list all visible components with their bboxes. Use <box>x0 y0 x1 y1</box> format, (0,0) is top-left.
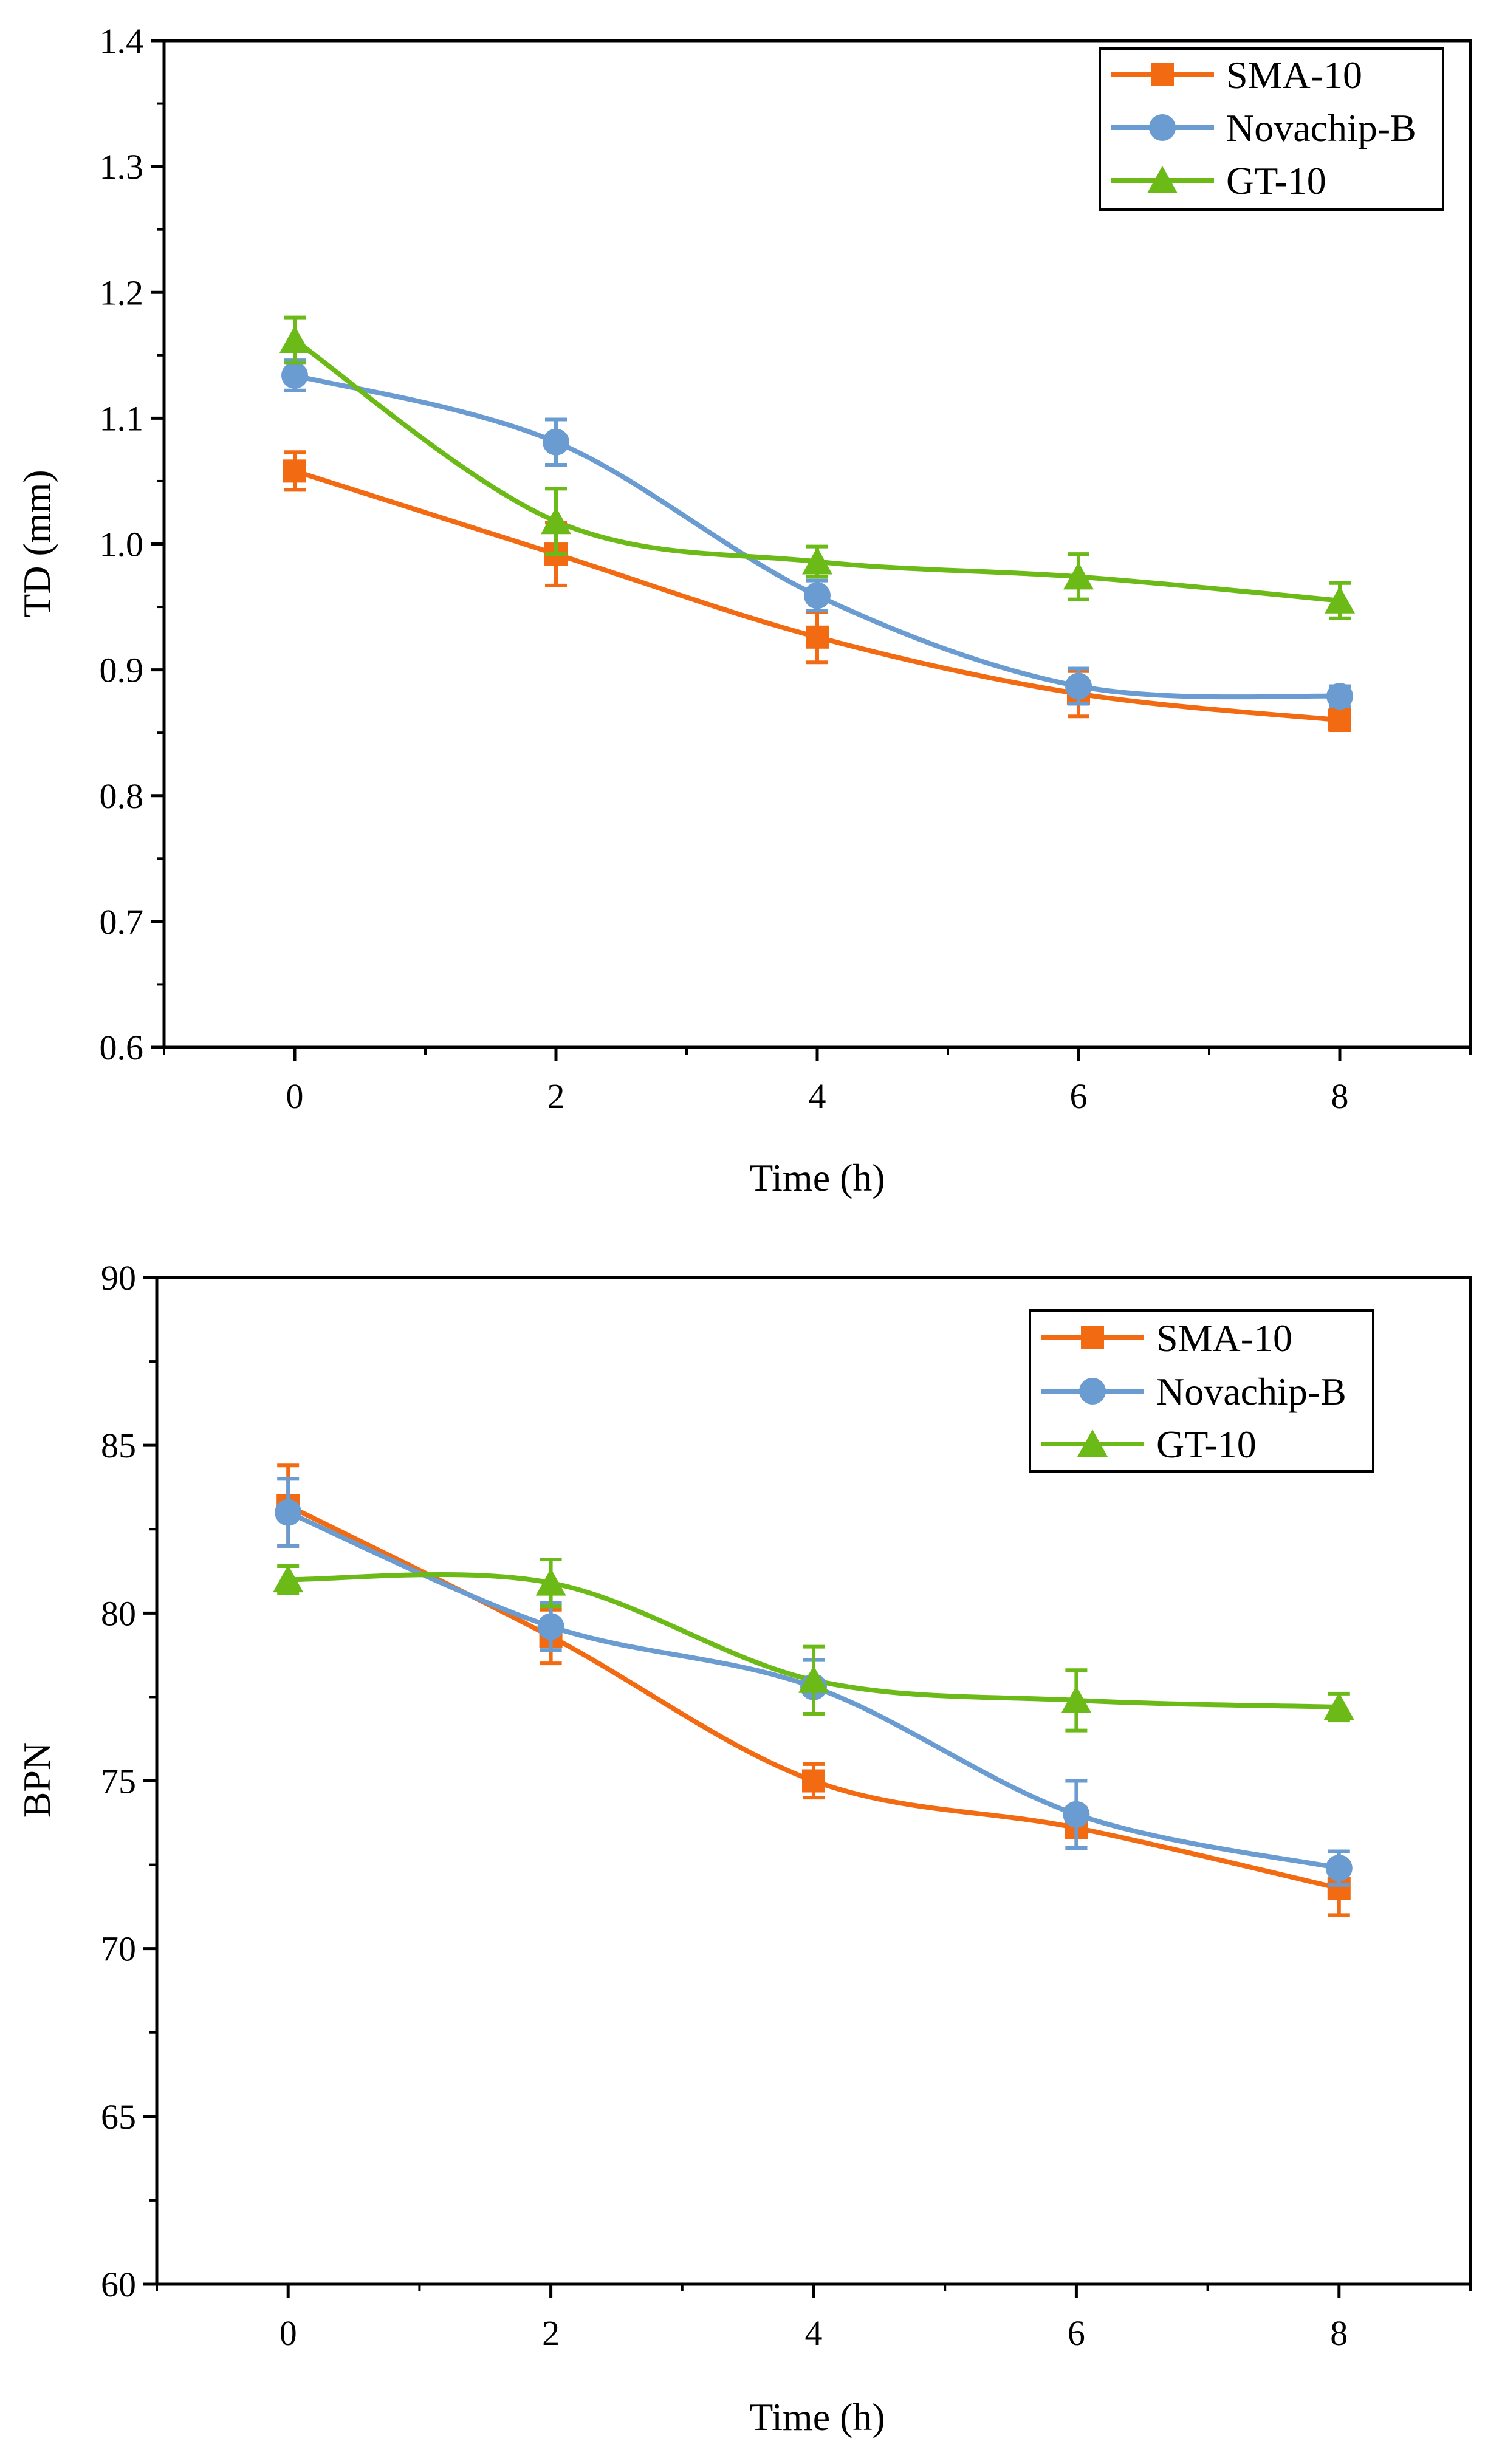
y-tick-label: 1.0 <box>100 525 144 564</box>
y-tick-label: 75 <box>101 1762 136 1801</box>
data-point <box>798 1665 829 1693</box>
legend-label: GT-10 <box>1156 1423 1257 1466</box>
series-markers <box>279 315 1355 733</box>
legend-label: GT-10 <box>1226 159 1326 202</box>
y-tick-label: 1.1 <box>100 399 144 438</box>
data-point <box>1063 1801 1090 1828</box>
x-tick-label: 4 <box>805 2313 823 2353</box>
data-point <box>537 1613 564 1640</box>
data-point <box>541 507 571 535</box>
y-axis-label: BPN <box>15 1742 58 1818</box>
bpn-chart: 60 65 70 75 80 85 90 0 2 4 6 8 Time (h) BPN SMA-10… <box>15 1258 1472 2438</box>
legend-label: Novachip-B <box>1156 1370 1346 1413</box>
data-point <box>1326 683 1353 710</box>
data-point <box>806 625 829 649</box>
y-tick-label: 80 <box>101 1593 136 1633</box>
data-point <box>543 428 569 456</box>
x-tick-label: 0 <box>286 1076 304 1116</box>
x-tick-label: 6 <box>1068 2313 1085 2353</box>
x-tick-label: 4 <box>809 1076 826 1116</box>
y-tick-label: 0.9 <box>100 651 144 690</box>
data-point <box>1328 708 1351 732</box>
legend-entry-novachip-b: Novachip-B <box>1041 1370 1346 1413</box>
data-point <box>535 1568 566 1596</box>
data-point <box>1061 1685 1092 1713</box>
y-tick-label: 0.6 <box>100 1028 144 1067</box>
y-tick-label: 1.4 <box>100 21 144 61</box>
x-axis-label: Time (h) <box>749 2395 885 2438</box>
data-point <box>1063 562 1094 590</box>
legend-label: SMA-10 <box>1156 1316 1292 1360</box>
x-tick-label: 2 <box>547 1076 565 1116</box>
data-point <box>275 1499 302 1526</box>
data-point <box>273 1565 304 1593</box>
y-tick-label: 70 <box>101 1929 136 1969</box>
data-point <box>279 325 310 353</box>
y-tick-label: 60 <box>101 2265 136 2304</box>
legend-entry-sma-10: SMA-10 <box>1111 53 1362 97</box>
data-point <box>1325 586 1355 614</box>
x-axis-ticks: 0 2 4 6 8 <box>156 2284 1472 2353</box>
y-tick-label: 85 <box>101 1426 136 1465</box>
x-tick-label: 2 <box>542 2313 560 2353</box>
y-tick-label: 90 <box>101 1258 136 1298</box>
data-point <box>283 459 306 483</box>
y-axis-label: TD (mm) <box>15 470 58 618</box>
series-markers <box>273 1463 1354 1917</box>
legend-entry-gt-10: GT-10 <box>1111 159 1326 202</box>
y-tick-label: 1.2 <box>100 273 144 312</box>
data-point <box>1065 672 1092 700</box>
x-tick-label: 0 <box>279 2313 297 2353</box>
x-axis-ticks: 0 2 4 6 8 <box>163 1047 1472 1116</box>
data-point <box>802 547 832 575</box>
x-axis-label: Time (h) <box>749 1156 885 1199</box>
y-axis-ticks: 60 65 70 75 80 85 90 <box>101 1258 157 2304</box>
data-point <box>802 1769 825 1793</box>
legend: SMA-10 Novachip-B GT-10 <box>1099 47 1444 211</box>
legend-label: SMA-10 <box>1226 53 1362 97</box>
legend-label: Novachip-B <box>1226 106 1416 149</box>
x-tick-label: 8 <box>1331 1076 1349 1116</box>
data-point <box>804 582 831 609</box>
legend-entry-novachip-b: Novachip-B <box>1111 106 1416 149</box>
y-axis-ticks: 0.6 0.7 0.8 0.9 1.0 1.1 1.2 1.3 1.4 <box>100 21 164 1067</box>
y-tick-label: 0.7 <box>100 902 144 942</box>
td-chart: 0.6 0.7 0.8 0.9 1.0 1.1 1.2 1.3 1.4 0 2 4 6 8 Time (… <box>15 21 1472 1199</box>
x-tick-label: 8 <box>1330 2313 1348 2353</box>
y-tick-label: 0.8 <box>100 776 144 816</box>
data-point <box>281 361 308 389</box>
legend-entry-sma-10: SMA-10 <box>1041 1316 1292 1360</box>
data-point <box>1325 1855 1353 1882</box>
legend-entry-gt-10: GT-10 <box>1041 1423 1257 1466</box>
x-tick-label: 6 <box>1070 1076 1088 1116</box>
legend: SMA-10 Novachip-B GT-10 <box>1029 1309 1374 1473</box>
y-tick-label: 1.3 <box>100 147 144 187</box>
y-tick-label: 65 <box>101 2097 136 2137</box>
data-point <box>1323 1692 1354 1720</box>
